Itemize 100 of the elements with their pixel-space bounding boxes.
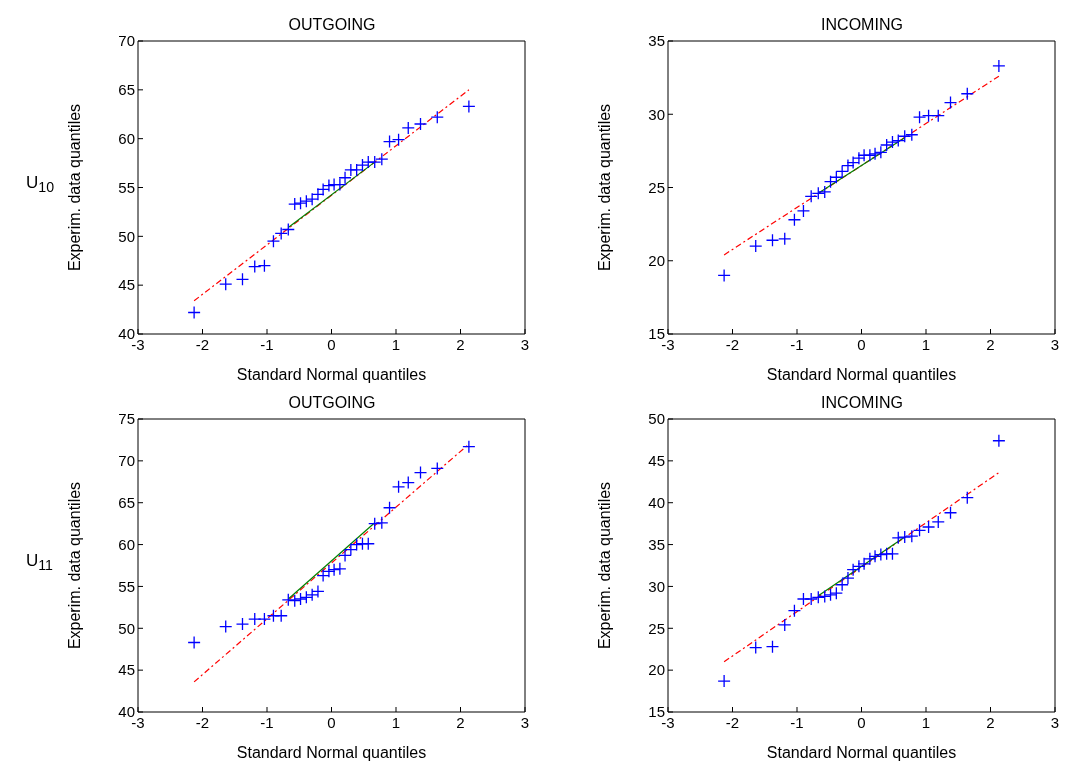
y-tick-label: 55 <box>118 178 135 196</box>
point <box>885 547 900 561</box>
x-axis-title: Standard Normal quantiles <box>766 366 957 383</box>
x-axis-title: Standard Normal quantiles <box>236 744 427 761</box>
point <box>462 439 476 454</box>
point <box>375 152 389 166</box>
point <box>891 133 905 148</box>
y-tick-label: 65 <box>118 81 135 99</box>
chart-title: INCOMING <box>820 394 904 412</box>
x-axis-title: Standard Normal quantiles <box>766 744 957 761</box>
point <box>778 618 792 632</box>
point <box>811 186 825 201</box>
point <box>898 129 912 143</box>
point <box>322 178 336 193</box>
point <box>823 174 838 189</box>
point <box>841 158 855 173</box>
point <box>765 233 780 247</box>
point <box>835 164 849 179</box>
y-tick-label: 25 <box>648 619 665 637</box>
point <box>787 213 802 227</box>
y-tick-label: 65 <box>118 494 135 512</box>
point <box>931 515 945 529</box>
y-tick-label: 40 <box>118 703 135 721</box>
point <box>717 268 731 283</box>
point <box>235 617 250 631</box>
point <box>316 182 330 197</box>
point <box>829 170 843 184</box>
point <box>355 158 370 172</box>
x-tick-label: 0 <box>327 713 336 731</box>
point <box>931 109 945 123</box>
point <box>912 523 927 537</box>
point <box>281 593 295 607</box>
point <box>891 531 905 545</box>
point <box>305 192 319 206</box>
text: U$_{11}$ <box>26 551 53 574</box>
point <box>375 516 389 530</box>
point <box>874 547 888 562</box>
y-tick-label: 75 <box>118 410 135 428</box>
point <box>898 530 912 544</box>
point <box>311 187 325 201</box>
point <box>322 564 336 579</box>
x-tick-label: -1 <box>790 335 804 353</box>
x-tick-label: 2 <box>456 713 465 731</box>
point <box>333 562 347 576</box>
point <box>857 557 871 571</box>
point <box>430 110 444 124</box>
point <box>846 155 860 170</box>
point <box>327 563 341 577</box>
point <box>811 590 825 604</box>
point <box>835 578 849 592</box>
y-tick-label: 60 <box>118 535 135 553</box>
point <box>868 549 882 563</box>
point <box>863 148 877 162</box>
y-tick-label: 15 <box>648 703 665 721</box>
y-tick-label: 35 <box>648 535 665 553</box>
y-tick-label: 50 <box>118 619 135 637</box>
point <box>316 568 330 583</box>
point <box>350 537 364 552</box>
y-tick-label: 20 <box>648 661 665 679</box>
point <box>804 189 818 203</box>
point <box>248 259 262 274</box>
x-tick-label: 3 <box>520 335 530 353</box>
x-tick-label: -1 <box>790 713 804 731</box>
x-tick-label: 0 <box>327 335 336 353</box>
point <box>382 501 397 515</box>
point <box>943 506 958 520</box>
point <box>344 542 358 557</box>
point <box>823 588 838 602</box>
chart-title: OUTGOING <box>287 16 377 34</box>
point <box>413 465 428 480</box>
point <box>266 234 281 248</box>
x-tick-label: 1 <box>921 713 931 731</box>
point <box>401 121 415 135</box>
x-tick-label: -2 <box>725 335 740 353</box>
y-tick-label: 50 <box>118 227 135 245</box>
point <box>187 635 201 650</box>
point <box>992 434 1006 448</box>
point <box>430 461 444 476</box>
y-tick-label: 70 <box>118 32 135 50</box>
point <box>299 590 313 604</box>
point <box>717 674 731 688</box>
point <box>749 640 763 655</box>
point <box>905 128 919 142</box>
point <box>305 588 319 602</box>
y-axis-title: Experim. data quantiles <box>595 481 613 650</box>
point <box>219 277 233 291</box>
point <box>391 480 406 494</box>
point <box>749 239 763 253</box>
y-axis-title: Experim. data quantiles <box>595 103 613 272</box>
y-tick-label: 45 <box>648 452 665 470</box>
x-tick-label: 1 <box>391 713 401 731</box>
point <box>235 272 250 286</box>
point <box>765 640 780 654</box>
x-tick-label: 2 <box>986 713 995 731</box>
point <box>852 151 866 165</box>
y-tick-label: 35 <box>648 32 665 50</box>
point <box>874 145 888 159</box>
y-tick-label: 30 <box>648 105 665 123</box>
point <box>778 232 792 246</box>
point <box>818 185 832 199</box>
